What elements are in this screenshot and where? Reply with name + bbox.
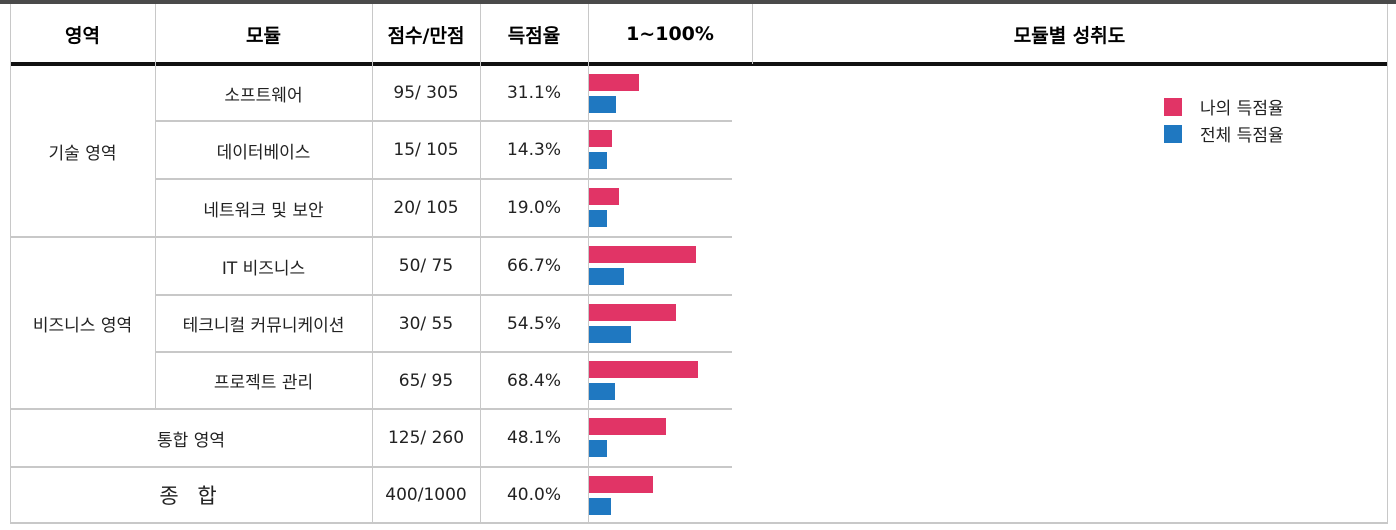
grid-hline [10, 466, 732, 468]
rate-project-mgmt: 68.4% [506, 370, 561, 391]
rate-total: 40.0% [506, 485, 561, 505]
header-module: 모듈 [246, 24, 281, 47]
bar-my-rate [589, 418, 666, 435]
legend-label-all-rate: 전체 득점율 [1200, 126, 1284, 146]
header-area: 영역 [65, 24, 100, 47]
grid-hline [155, 120, 732, 122]
grid-vline [10, 4, 11, 524]
grid-vline [1387, 4, 1388, 524]
legend-item-all-rate: 전체 득점율 [1164, 121, 1284, 146]
bar-all-rate [589, 96, 616, 113]
header-divider [10, 62, 1387, 66]
grid-vline [480, 4, 481, 524]
module-network: 네트워크 및 보안 [203, 200, 324, 221]
grid-hline [10, 522, 1387, 524]
score-tech-comm: 30/ 55 [398, 313, 454, 334]
grid-vline [752, 4, 753, 64]
rate-network: 19.0% [506, 198, 561, 218]
legend-item-my-rate: 나의 득점율 [1164, 94, 1284, 119]
area-total: 종 합 [159, 484, 223, 508]
grid-hline [10, 408, 732, 410]
bar-my-rate [589, 476, 653, 493]
grid-vline [588, 4, 589, 524]
grid-hline [155, 178, 732, 180]
grid-hline [10, 236, 732, 238]
score-it-business: 50/ 75 [398, 256, 454, 276]
legend-swatch-all-rate [1164, 124, 1182, 143]
bar-all-rate [589, 210, 607, 227]
bar-all-rate [589, 383, 615, 400]
module-it-business: IT 비즈니스 [221, 258, 306, 279]
achievement-chart-panel: 나의 득점율 전체 득점율 [752, 66, 1387, 524]
module-tech-comm: 테크니컬 커뮤니케이션 [182, 316, 345, 336]
module-software: 소프트웨어 [224, 85, 303, 106]
grid-vline [155, 4, 156, 408]
header-rate: 득점율 [507, 24, 561, 47]
module-database: 데이터베이스 [216, 142, 311, 163]
score-database: 15/ 105 [393, 140, 459, 160]
top-border [0, 0, 1396, 4]
bar-my-rate [589, 304, 676, 321]
score-total: 400/1000 [385, 485, 467, 505]
area-tech: 기술 영역 [48, 143, 117, 164]
score-network: 20/ 105 [393, 198, 459, 218]
area-biz: 비즈니스 영역 [32, 315, 133, 336]
bar-my-rate [589, 246, 696, 263]
rate-integrated: 48.1% [506, 428, 561, 448]
grid-vline [372, 4, 373, 524]
legend-label-my-rate: 나의 득점율 [1200, 99, 1284, 119]
bar-my-rate [589, 188, 619, 205]
rate-database: 14.3% [506, 140, 561, 160]
grid-hline [155, 351, 732, 353]
bar-all-rate [589, 152, 607, 169]
bar-my-rate [589, 361, 698, 378]
score-project-mgmt: 65/ 95 [398, 370, 454, 391]
header-range: 1~100% [626, 23, 714, 45]
grid-hline [155, 294, 732, 296]
rate-tech-comm: 54.5% [506, 313, 561, 334]
rate-software: 31.1% [506, 83, 561, 103]
legend-swatch-my-rate [1164, 97, 1182, 116]
score-integrated: 125/ 260 [387, 428, 465, 448]
bar-all-rate [589, 326, 631, 343]
rate-it-business: 66.7% [506, 256, 561, 276]
header-achievement: 모듈별 성취도 [1013, 24, 1126, 47]
header-score: 점수/만점 [387, 24, 465, 47]
bar-all-rate [589, 440, 607, 457]
bar-all-rate [589, 498, 611, 515]
area-integrated: 통합 영역 [157, 430, 225, 451]
bar-my-rate [589, 130, 612, 147]
score-software: 95/ 305 [393, 83, 459, 103]
bar-my-rate [589, 74, 639, 91]
module-project-mgmt: 프로젝트 관리 [213, 373, 314, 393]
bar-all-rate [589, 268, 624, 285]
